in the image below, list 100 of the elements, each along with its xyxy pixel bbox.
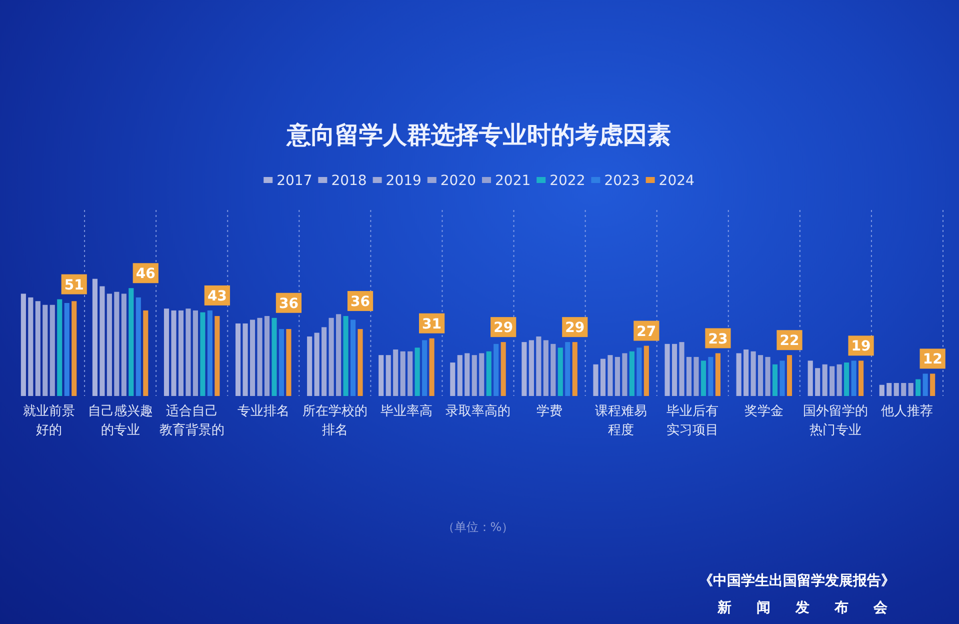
text: （单位：%） [442, 520, 514, 534]
bar [143, 310, 148, 396]
bar [386, 355, 391, 396]
bar [192, 310, 198, 396]
bar [408, 351, 413, 396]
x-tick-label: 就业前景好的 [22, 404, 75, 438]
bar [608, 355, 613, 396]
bar [429, 338, 434, 396]
legend-label: 2020 [440, 173, 476, 190]
bar [901, 382, 906, 396]
bar [708, 356, 714, 396]
bar [422, 340, 428, 396]
legend-label: 2021 [495, 173, 531, 190]
x-tick-label: 学费 [536, 404, 563, 419]
bar [815, 368, 820, 396]
bar [378, 355, 384, 396]
text: 新闻发布会 [716, 599, 912, 616]
bar [780, 360, 785, 396]
bar [92, 278, 98, 396]
bar [236, 323, 241, 396]
data-label: 36 [350, 294, 370, 310]
bar [486, 351, 492, 396]
bar [565, 342, 570, 396]
x-tick-label: 他人推荐 [881, 404, 934, 419]
bar [314, 332, 320, 396]
bar [494, 344, 499, 396]
bar [550, 344, 556, 396]
bar [614, 356, 620, 396]
x-tick-label: 毕业后有实习项目 [666, 404, 719, 438]
bar [257, 318, 262, 396]
bar [242, 323, 248, 396]
bar [644, 346, 649, 396]
x-tick-label: 课程难易程度 [595, 404, 648, 438]
bar [336, 314, 342, 396]
bar [744, 350, 749, 396]
bar [414, 348, 420, 396]
bar [328, 318, 334, 396]
bar [28, 297, 34, 396]
bar [350, 320, 356, 396]
bar [64, 303, 70, 396]
bar [844, 362, 850, 396]
bar [457, 355, 462, 396]
bar [622, 353, 628, 396]
bar [479, 353, 484, 396]
bar [536, 336, 542, 396]
x-tick-label: 奖学金 [744, 404, 784, 419]
chart-title: 意向留学人群选择专业时的考虑因素 [286, 121, 671, 149]
bar [200, 312, 206, 396]
bar [358, 329, 363, 396]
bar [572, 342, 578, 396]
bar [128, 288, 134, 396]
bar [20, 294, 26, 396]
bar [286, 329, 292, 396]
text: 《中国学生出国留学发展报告》 [699, 573, 895, 589]
legend-label: 2018 [331, 173, 367, 190]
bar [450, 362, 456, 396]
bar [786, 355, 792, 396]
bar [178, 310, 184, 396]
legend-label: 2024 [658, 173, 695, 190]
legend-label: 2017 [276, 173, 312, 190]
legend-label: 2019 [386, 173, 422, 190]
bar [50, 304, 55, 396]
bar [464, 353, 470, 396]
bar [35, 301, 40, 396]
bar [171, 310, 176, 396]
bar [930, 374, 936, 396]
x-tick-label: 毕业率高 [380, 403, 432, 419]
bar [664, 344, 670, 396]
bar [121, 294, 126, 396]
bar [57, 299, 62, 396]
x-tick-label: 适合自己教育背景的 [159, 404, 224, 438]
bar [851, 360, 856, 396]
bar [750, 351, 756, 396]
bar [522, 342, 527, 396]
x-tick-label: 专业排名 [237, 404, 290, 419]
bar [822, 364, 828, 396]
bar [207, 310, 212, 396]
bar [500, 342, 506, 396]
bar [629, 351, 634, 396]
bar [772, 364, 778, 396]
bar [686, 356, 692, 396]
bar [736, 353, 742, 396]
bar [72, 301, 77, 396]
bar [250, 320, 256, 396]
bar [400, 351, 406, 396]
bar [106, 294, 112, 396]
bar [322, 327, 327, 396]
x-tick-label: 国外留学的热门专业 [803, 404, 868, 438]
bar [528, 340, 534, 396]
bar [543, 340, 548, 396]
bar [858, 360, 864, 396]
bar [922, 374, 928, 396]
bar [830, 366, 835, 396]
x-tick-label: 所在学校的排名 [302, 404, 368, 438]
bar [908, 382, 914, 396]
legend-label: 2022 [550, 173, 586, 190]
bar [600, 358, 606, 396]
legend-label: 2023 [604, 173, 640, 190]
bar [472, 355, 477, 396]
bar [715, 353, 720, 396]
